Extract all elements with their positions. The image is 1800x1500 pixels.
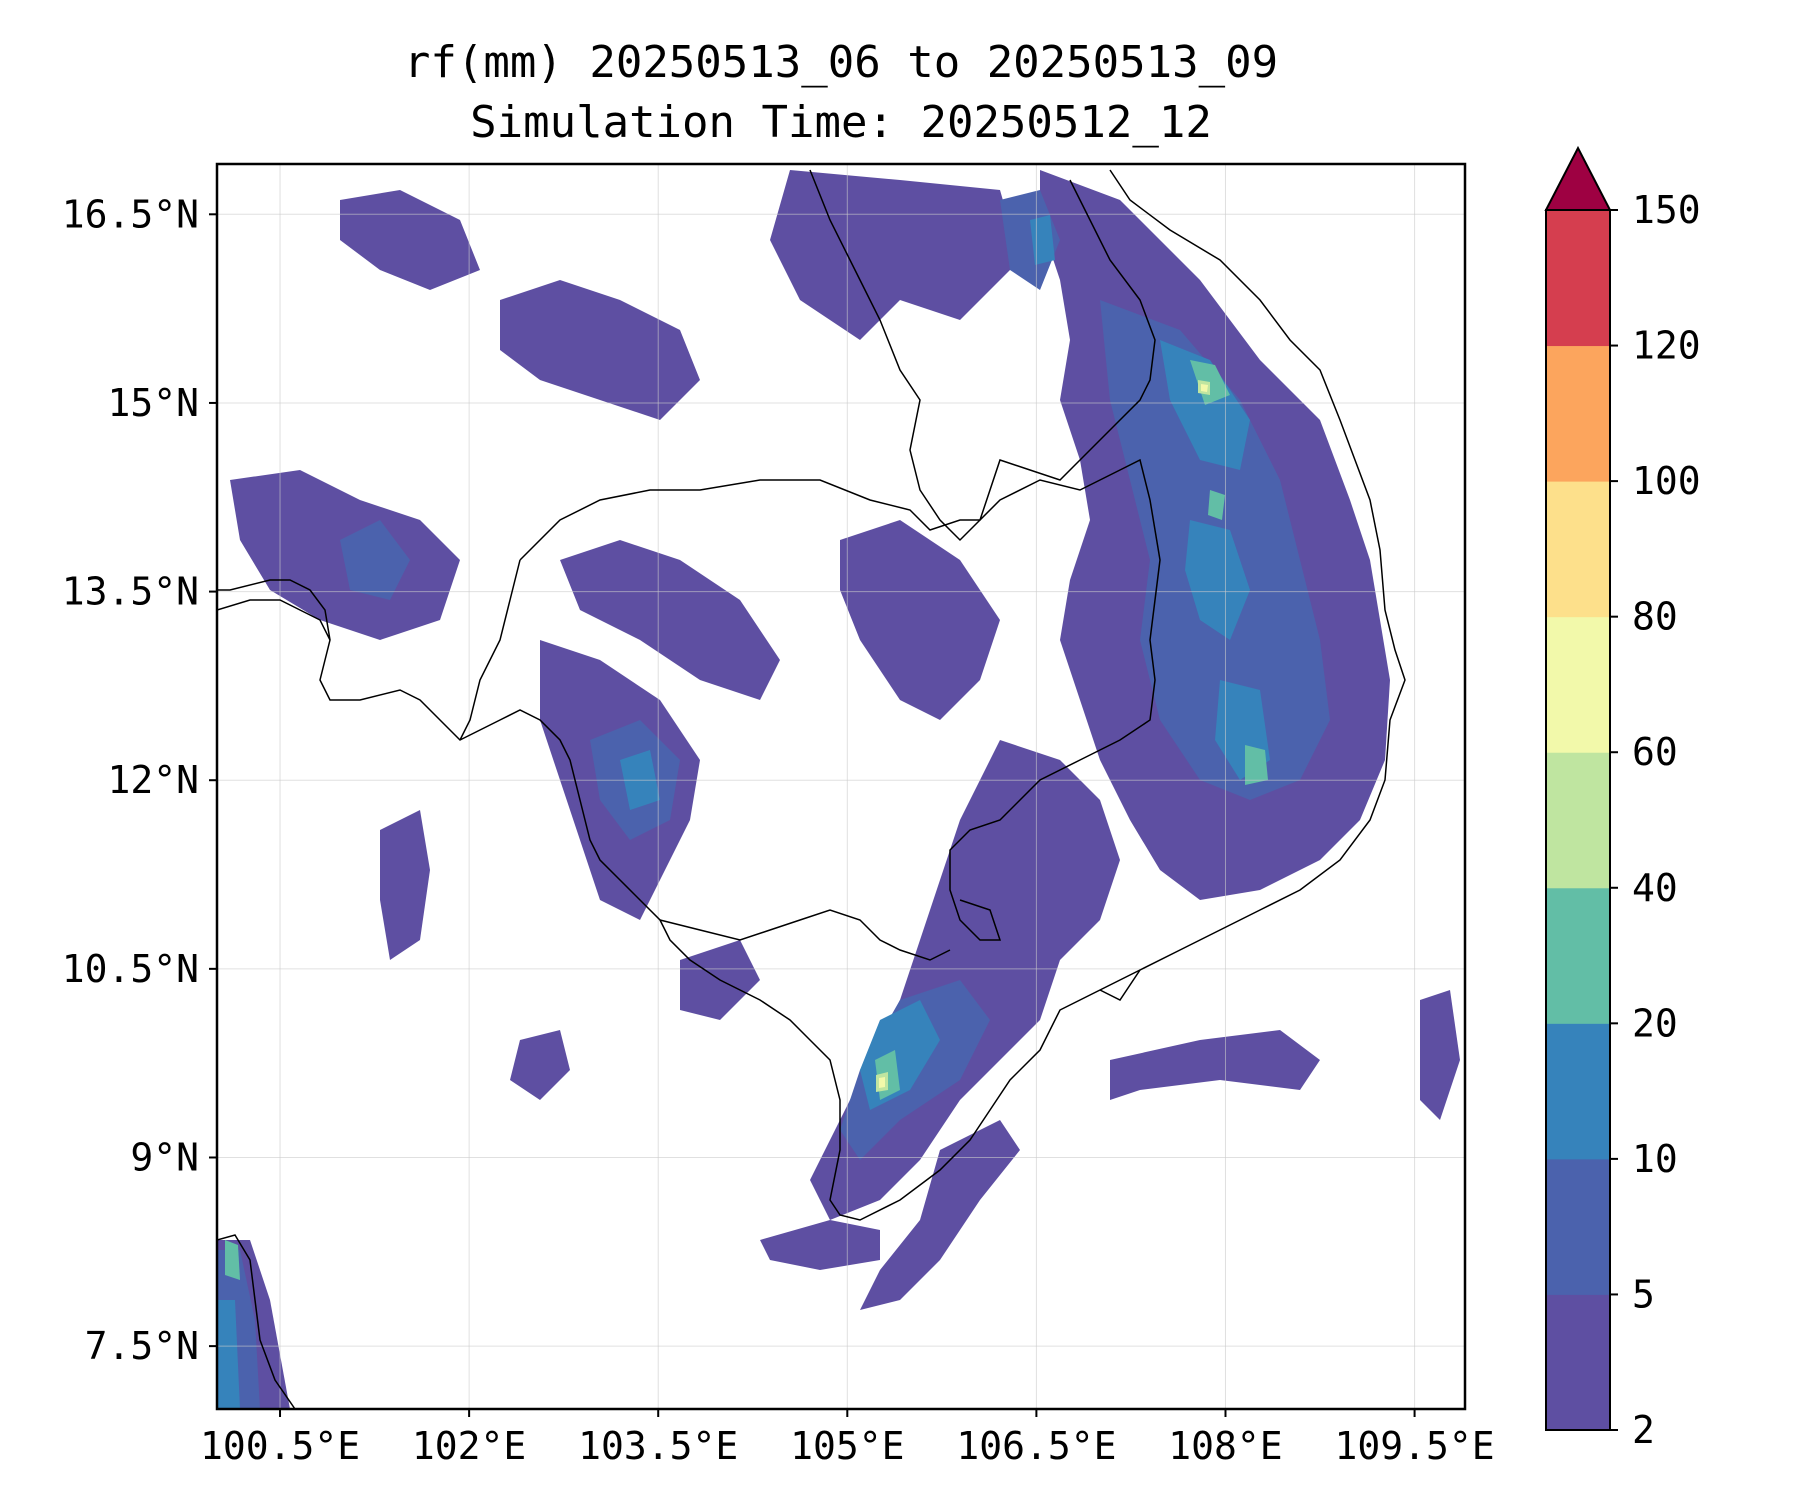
colorbar-tick-label: 5	[1632, 1272, 1655, 1316]
colorbar-segment	[1546, 345, 1610, 482]
colorbar-segment	[1546, 616, 1610, 753]
colorbar-tick-label: 80	[1632, 595, 1678, 639]
lat-tick-label: 12°N	[107, 758, 199, 802]
lat-tick-label: 7.5°N	[85, 1324, 199, 1368]
colorbar-tick-label: 2	[1632, 1408, 1655, 1452]
lat-tick-label: 13.5°N	[62, 570, 199, 614]
colorbar-tick-label: 40	[1632, 866, 1678, 910]
lon-tick-label: 109.5°E	[1334, 1424, 1494, 1468]
colorbar-tick-label: 120	[1632, 324, 1701, 368]
colorbar: 2 5 10 20 40 60 80 100 120 150	[1544, 145, 1701, 1452]
colorbar-segment	[1546, 887, 1610, 1024]
lon-tick-label: 103.5°E	[578, 1424, 738, 1468]
colorbar-tick-label: 20	[1632, 1001, 1678, 1045]
colorbar-tick-label: 100	[1632, 459, 1701, 503]
lat-tick-label: 15°N	[107, 381, 199, 425]
lon-tick-label: 105°E	[790, 1424, 904, 1468]
colorbar-tick-label: 10	[1632, 1137, 1678, 1181]
colorbar-extend-arrow	[1544, 145, 1612, 211]
lon-tick-label: 108°E	[1168, 1424, 1282, 1468]
colorbar-segment	[1546, 752, 1610, 889]
colorbar-segment	[1546, 1023, 1610, 1160]
rain-layer-60-80	[879, 384, 1208, 1088]
lon-tick-label: 100.5°E	[200, 1424, 360, 1468]
map-title: rf(mm) 20250513_06 to 20250513_09	[403, 37, 1279, 88]
lat-tick-label: 16.5°N	[62, 192, 199, 236]
colorbar-segment	[1546, 481, 1610, 618]
lat-tick-label: 10.5°N	[62, 947, 199, 991]
longitude-ticks: 100.5°E 102°E 103.5°E 105°E 106.5°E 108°E 109.…	[200, 1409, 1495, 1468]
colorbar-tick-label: 60	[1632, 730, 1678, 774]
colorbar-segment	[1546, 210, 1610, 347]
colorbar-segment	[1546, 1158, 1610, 1295]
lat-tick-label: 9°N	[130, 1135, 199, 1179]
rainfall-field	[217, 170, 1460, 1409]
map-frame	[215, 162, 1467, 1411]
colorbar-segment	[1546, 1294, 1610, 1431]
gridlines	[217, 164, 1465, 1409]
lon-tick-label: 106.5°E	[956, 1424, 1116, 1468]
colorbar-tick-label: 150	[1632, 188, 1701, 232]
coastlines-and-borders	[217, 169, 1406, 1409]
lon-tick-label: 102°E	[412, 1424, 526, 1468]
map-subtitle: Simulation Time: 20250512_12	[470, 97, 1212, 148]
colorbar-frame	[1545, 209, 1611, 1431]
latitude-ticks: 16.5°N 15°N 13.5°N 12°N 10.5°N 9°N 7.5°N	[62, 192, 217, 1368]
